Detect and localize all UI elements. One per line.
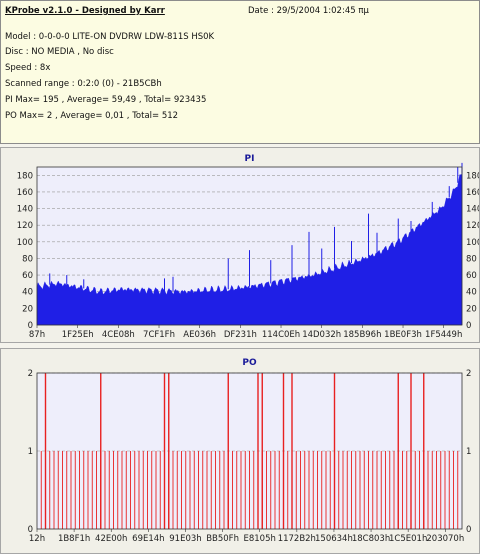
pi-y-tick-label: 60: [22, 271, 33, 281]
po-x-tick-label: 1172B2h: [278, 534, 316, 544]
po-x-tick-label: 69E14h: [132, 534, 164, 544]
po-x-tick-label: 150634h: [315, 534, 353, 544]
po-x-tick-label: 18C803h: [352, 534, 390, 544]
po-x-tick-label: 42E00h: [95, 534, 127, 544]
po-x-tick-label: 1C5E01h: [389, 534, 427, 544]
po-x-tick-label: 203070h: [426, 534, 464, 544]
scanned-range-line: Scanned range : 0:2:0 (0) - 21B5CBh: [5, 79, 162, 89]
pi-chart-title: PI: [245, 154, 255, 164]
pi-y-tick-label-right: 0: [466, 321, 471, 331]
po-x-tick-label: 12h: [29, 534, 45, 544]
pi-y-tick-label-right: 180: [466, 171, 479, 181]
app-title: KProbe v2.1.0 - Designed by Karr: [5, 6, 165, 16]
report-header: KProbe v2.1.0 - Designed by Karr Date : …: [0, 0, 480, 144]
scan-date: Date : 29/5/2004 1:02:45 πμ: [248, 6, 369, 16]
pi-y-tick-label: 0: [28, 321, 33, 331]
pi-y-tick-label-right: 140: [466, 205, 479, 215]
po-y-tick-label: 2: [28, 369, 33, 379]
pi-x-tick-label: AE036h: [183, 330, 216, 340]
pi-summary-line: PI Max= 195 , Average= 59,49 , Total= 92…: [5, 95, 207, 105]
pi-x-tick-label: 87h: [29, 330, 45, 340]
po-x-tick-label: BB50Fh: [206, 534, 239, 544]
po-chart-panel: PO 0 0 1 1 2 2 12h 1B8F1h 42E00h 69E14h 91E03h BB50F…: [0, 348, 480, 554]
pi-y-tick-label: 80: [22, 254, 33, 264]
pi-x-tick-label: 114C0Eh: [262, 330, 300, 340]
model-line: Model : 0-0-0-0 LITE-ON DVDRW LDW-811S H…: [5, 32, 215, 42]
pi-y-tick-label: 140: [17, 205, 33, 215]
po-plot-border: [36, 372, 463, 530]
pi-y-tick-label-right: 160: [466, 188, 479, 198]
pi-y-tick-label-right: 120: [466, 221, 479, 231]
disc-line: Disc : NO MEDIA , No disc: [5, 47, 114, 57]
pi-y-tick-label: 100: [17, 238, 33, 248]
pi-y-tick-label-right: 40: [466, 288, 477, 298]
po-y-tick-label-right: 1: [466, 447, 471, 457]
pi-x-tick-label: 7CF1Fh: [143, 330, 175, 340]
pi-area: [36, 173, 463, 326]
pi-plot-border: [36, 166, 463, 326]
pi-x-tick-label: 185B96h: [343, 330, 381, 340]
po-y-tick-label-right: 0: [466, 525, 471, 535]
pi-y-tick-label-right: 60: [466, 271, 477, 281]
pi-x-tick-label: 1BE0F3h: [384, 330, 422, 340]
pi-y-tick-label-right: 20: [466, 304, 477, 314]
pi-chart-panel: PI 0 0 20 20 40 40 60 60 80 80 100 100 120 120 140 140 16…: [0, 147, 480, 343]
pi-y-tick-label: 160: [17, 188, 33, 198]
pi-x-tick-label: 1F25Eh: [62, 330, 94, 340]
pi-x-tick-label: DF231h: [224, 330, 257, 340]
pi-x-tick-label: 1F5449h: [425, 330, 462, 340]
po-x-tick-label: E8105h: [244, 534, 276, 544]
pi-y-tick-label: 120: [17, 221, 33, 231]
po-y-tick-label-right: 2: [466, 369, 471, 379]
po-chart-title: PO: [242, 358, 257, 368]
po-summary-line: PO Max= 2 , Average= 0,01 , Total= 512: [5, 111, 179, 121]
pi-y-tick-label: 40: [22, 288, 33, 298]
po-y-tick-label: 0: [28, 525, 33, 535]
pi-y-tick-label: 180: [17, 171, 33, 181]
pi-x-tick-label: 4CE08h: [102, 330, 135, 340]
po-x-tick-label: 91E03h: [169, 534, 201, 544]
pi-y-tick-label-right: 100: [466, 238, 479, 248]
po-x-tick-label: 1B8F1h: [58, 534, 90, 544]
pi-x-tick-label: 14D032h: [302, 330, 341, 340]
speed-line: Speed : 8x: [5, 63, 51, 73]
pi-chart: PI 0 0 20 20 40 40 60 60 80 80 100 100 120 120 140 140 16…: [17, 154, 479, 340]
po-y-tick-label: 1: [28, 447, 33, 457]
po-chart: PO 0 0 1 1 2 2 12h 1B8F1h 42E00h 69E14h 91E03h BB50F…: [28, 358, 472, 544]
pi-y-tick-label: 20: [22, 304, 33, 314]
pi-y-tick-label-right: 80: [466, 254, 477, 264]
